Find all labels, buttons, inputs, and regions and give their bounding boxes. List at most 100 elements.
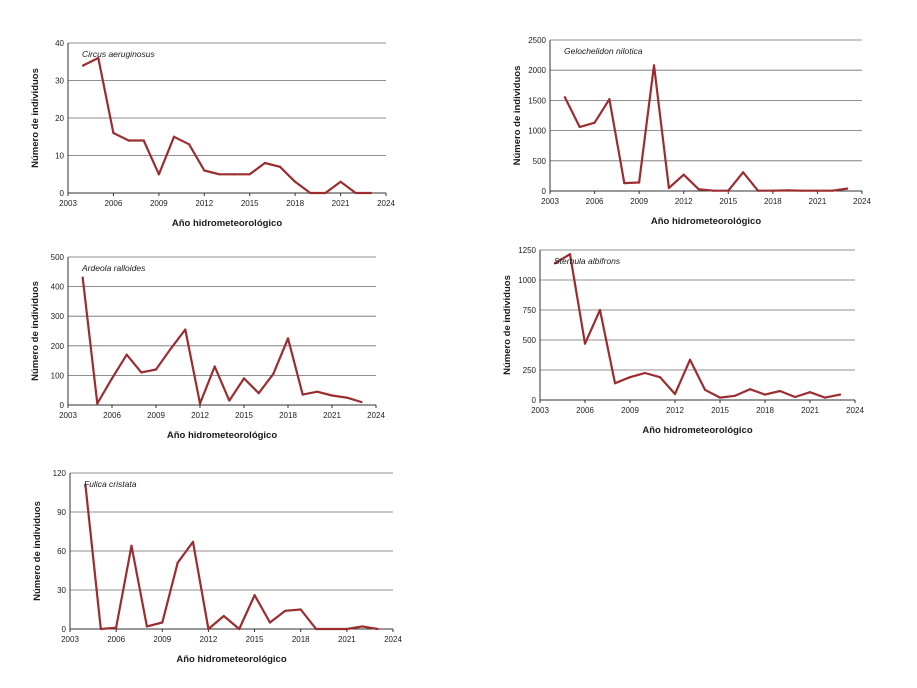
chart-4: 0 250 500 750 1000 1250 2003 2006 2009 2012 2015 20…	[502, 246, 864, 436]
chart-5: 0 30 60 90 120 2003 2006 2009 2012 2015 2018 2021 20…	[32, 469, 402, 665]
x-tick-label: 2021	[332, 199, 350, 208]
x-tick-label: 2018	[279, 411, 297, 420]
data-point	[608, 98, 611, 101]
x-tick-label: 2012	[200, 635, 218, 644]
data-point	[712, 189, 715, 192]
data-point	[309, 191, 312, 195]
x-tick-label: 2003	[531, 406, 549, 415]
series-line	[84, 483, 379, 631]
data-point	[286, 337, 290, 340]
x-tick-label: 2015	[246, 635, 264, 644]
data-point	[369, 191, 372, 195]
x-tick-label: 2021	[801, 406, 819, 415]
data-point	[142, 139, 145, 142]
x-tick-label: 2024	[846, 406, 864, 415]
y-tick-label: 0	[542, 187, 547, 196]
series-line	[563, 64, 849, 192]
data-point	[157, 173, 160, 176]
data-point	[846, 187, 849, 190]
data-point	[154, 368, 158, 371]
y-tick-label: 2500	[528, 36, 546, 45]
data-point	[793, 395, 797, 399]
x-tick-label: 2003	[59, 199, 77, 208]
data-point	[233, 173, 236, 176]
x-tick-label: 2015	[235, 411, 253, 420]
x-tick-label: 2006	[586, 197, 604, 206]
data-point	[553, 262, 557, 265]
x-tick-label: 2024	[377, 199, 395, 208]
x-tick-label: 2009	[147, 411, 165, 420]
y-tick-label: 30	[55, 77, 64, 86]
y-tick-label: 250	[523, 366, 537, 375]
x-tick-label: 2018	[286, 199, 304, 208]
x-tick-label: 2018	[756, 406, 774, 415]
x-tick-label: 2006	[105, 199, 123, 208]
species-title: Sternula albifrons	[554, 256, 621, 266]
y-tick-label: 20	[55, 114, 64, 123]
data-point	[145, 625, 149, 628]
data-point	[228, 399, 231, 402]
chart-2: 0 500 1000 1500 2000 2500 2003 2006 2009 2012 2015…	[512, 36, 871, 227]
data-point	[742, 171, 745, 174]
y-tick-label: 300	[51, 312, 65, 321]
data-point	[345, 627, 348, 631]
x-axis-label: Año hidrometeorológico	[642, 425, 753, 436]
y-tick-label: 2000	[528, 66, 546, 75]
data-point	[623, 182, 626, 185]
y-tick-label: 500	[533, 157, 547, 166]
data-point	[278, 165, 282, 168]
data-point	[127, 139, 130, 142]
data-point	[786, 189, 789, 192]
y-tick-label: 1500	[528, 96, 546, 105]
y-axis-label: Número de individuos	[32, 501, 43, 601]
data-point	[345, 396, 348, 399]
data-point	[316, 390, 319, 393]
data-point	[82, 64, 85, 67]
data-point	[697, 188, 700, 191]
data-point	[578, 125, 581, 129]
y-tick-label: 400	[51, 283, 65, 292]
data-point	[718, 396, 722, 399]
data-point	[207, 627, 210, 631]
data-point	[778, 389, 782, 393]
y-tick-label: 1000	[518, 276, 536, 285]
x-tick-label: 2015	[711, 406, 729, 415]
data-point	[748, 388, 752, 391]
data-point	[727, 189, 730, 192]
series-line	[81, 276, 363, 405]
series-line	[553, 253, 842, 399]
data-point	[294, 180, 297, 183]
y-tick-label: 500	[523, 336, 537, 345]
data-point	[253, 594, 256, 597]
data-point	[248, 173, 251, 176]
data-point	[172, 135, 176, 138]
species-title: Circus aeruginosus	[82, 49, 156, 59]
x-tick-label: 2024	[853, 197, 871, 206]
data-point	[583, 342, 587, 345]
x-tick-label: 2015	[241, 199, 259, 208]
x-tick-label: 2018	[292, 635, 310, 644]
data-point	[191, 540, 195, 544]
data-point	[198, 402, 202, 405]
data-point	[176, 561, 179, 564]
data-point	[115, 626, 118, 629]
y-axis-label: Número de individuos	[512, 66, 523, 166]
data-point	[330, 627, 333, 631]
data-point	[97, 56, 100, 60]
data-point	[628, 376, 632, 379]
data-point	[130, 544, 133, 547]
y-tick-label: 60	[57, 547, 66, 556]
x-tick-label: 2012	[666, 406, 684, 415]
x-tick-label: 2006	[107, 635, 125, 644]
data-point	[84, 483, 87, 486]
y-axis-label: Número de individuos	[30, 68, 41, 168]
y-tick-label: 100	[51, 371, 65, 380]
data-point	[284, 609, 287, 612]
data-point	[613, 382, 617, 385]
x-tick-label: 2006	[103, 411, 121, 420]
y-tick-label: 40	[55, 39, 64, 48]
data-point	[703, 388, 707, 391]
data-point	[169, 347, 172, 350]
data-point	[771, 189, 774, 192]
data-point	[808, 391, 812, 394]
